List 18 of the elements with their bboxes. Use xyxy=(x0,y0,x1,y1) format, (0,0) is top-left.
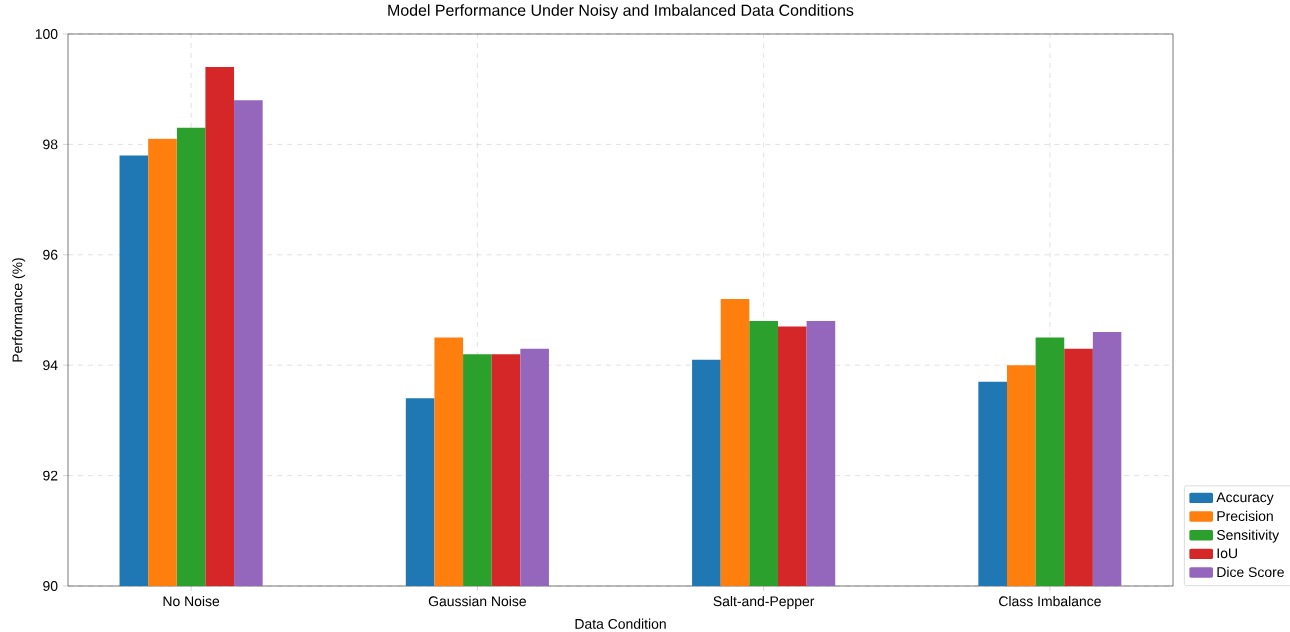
x-axis-title: Data Condition xyxy=(575,618,666,629)
y-tick-label: 96 xyxy=(43,249,58,260)
y-tick-label: 92 xyxy=(43,470,58,481)
y-tick-label: 90 xyxy=(43,581,58,591)
x-tick-label: Gaussian Noise xyxy=(428,595,526,607)
x-tick-label: Salt-and-Pepper xyxy=(713,595,815,609)
y-tick-label: 100 xyxy=(35,29,58,39)
y-tick-label: 94 xyxy=(43,360,58,371)
legend-label: Sensitivity xyxy=(1216,529,1280,543)
x-tick-label: No Noise xyxy=(163,595,220,607)
x-tick-label: Class Imbalance xyxy=(999,595,1101,607)
y-tick-label: 98 xyxy=(43,139,58,150)
y-axis-title: Performance (%) xyxy=(12,258,26,362)
legend-label: IoU xyxy=(1217,548,1237,559)
legend-label: Precision xyxy=(1217,510,1273,522)
legend-label: Dice Score xyxy=(1217,566,1284,578)
legend-label: Accuracy xyxy=(1216,492,1274,505)
chart-title: Model Performance Under Noisy and Imbalanced Data Conditions xyxy=(388,4,854,20)
